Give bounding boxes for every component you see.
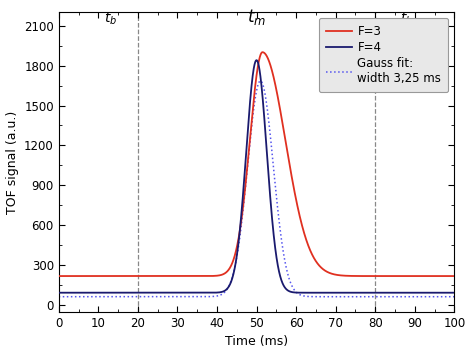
F=4 — [349, 291, 355, 295]
F=3 — [260, 50, 265, 54]
X-axis label: Time (ms): Time (ms) — [225, 336, 288, 348]
F=3 — [452, 274, 457, 278]
Gauss fit:
width 3,25 ms — [199, 295, 205, 299]
F=3 — [76, 274, 81, 278]
F=4 — [76, 291, 81, 295]
Text: $t_b$: $t_b$ — [400, 11, 414, 27]
F=3 — [199, 274, 205, 278]
Gauss fit:
width 3,25 ms — [56, 295, 62, 299]
Line: F=3: F=3 — [59, 52, 455, 276]
F=4 — [290, 290, 296, 295]
F=3 — [370, 274, 376, 278]
F=4 — [307, 291, 313, 295]
Gauss fit:
width 3,25 ms — [452, 295, 457, 299]
Gauss fit:
width 3,25 ms — [76, 295, 81, 299]
F=3 — [349, 274, 355, 278]
F=4 — [199, 291, 205, 295]
Text: $t_b$: $t_b$ — [104, 11, 117, 27]
Line: Gauss fit:
width 3,25 ms: Gauss fit: width 3,25 ms — [59, 81, 455, 297]
F=3 — [307, 248, 313, 252]
Gauss fit:
width 3,25 ms — [370, 295, 376, 299]
Y-axis label: TOF signal (a.u.): TOF signal (a.u.) — [6, 110, 18, 214]
F=4 — [452, 291, 457, 295]
F=4 — [56, 291, 62, 295]
Gauss fit:
width 3,25 ms — [349, 295, 355, 299]
F=4 — [254, 58, 260, 62]
Legend: F=3, F=4, Gauss fit:
width 3,25 ms: F=3, F=4, Gauss fit: width 3,25 ms — [318, 18, 448, 92]
Gauss fit:
width 3,25 ms — [258, 79, 263, 83]
F=4 — [370, 291, 376, 295]
F=3 — [56, 274, 62, 278]
Gauss fit:
width 3,25 ms — [307, 295, 313, 299]
Line: F=4: F=4 — [59, 60, 455, 293]
Text: $t_m$: $t_m$ — [247, 7, 266, 27]
Gauss fit:
width 3,25 ms — [290, 286, 296, 290]
F=3 — [290, 181, 296, 185]
